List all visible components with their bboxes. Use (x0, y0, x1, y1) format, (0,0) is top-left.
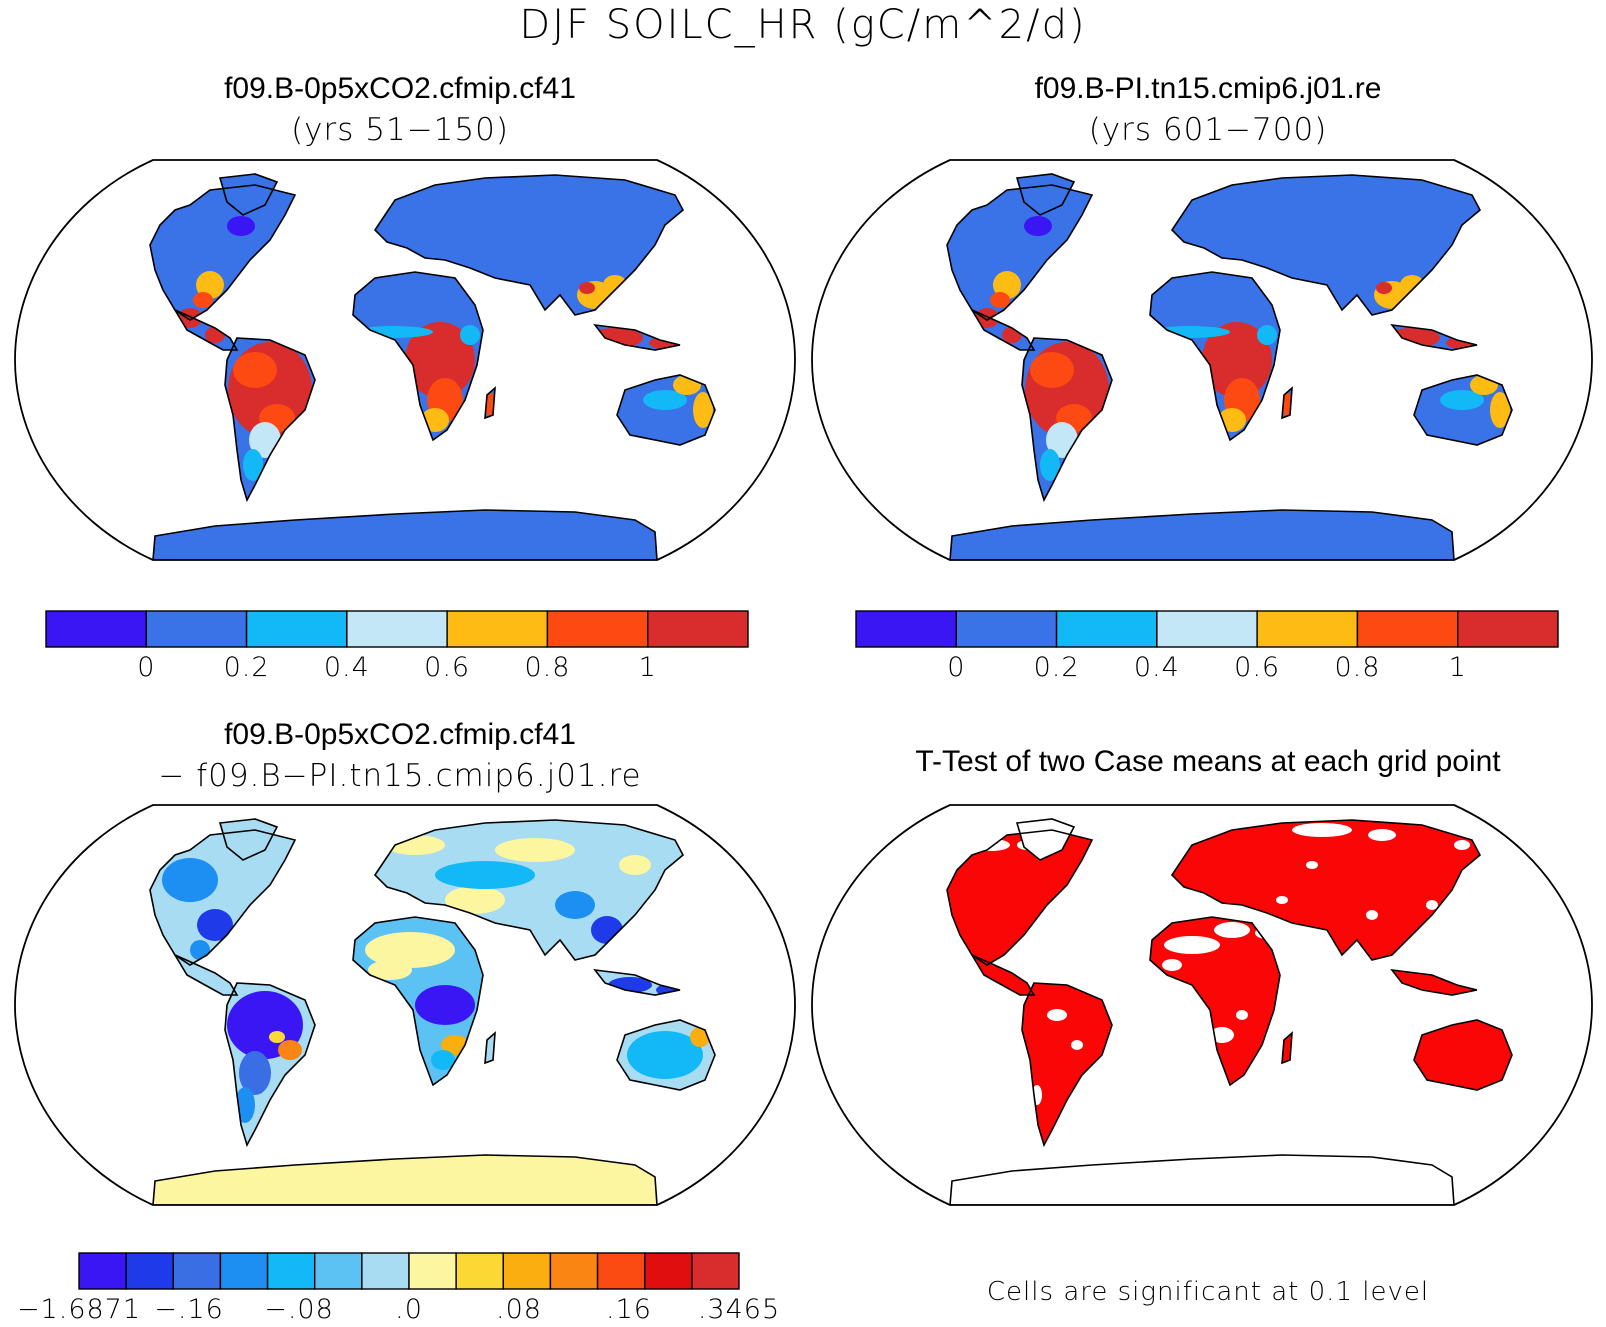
panel1-title: f09.B-0p5xCO2.cfmip.cf41 (224, 72, 576, 105)
colorbar-tick-label: 0.8 (524, 652, 570, 683)
colorbar-bin (245, 610, 348, 648)
colorbar-case1: 0 0.2 0.4 0.6 0.8 1 (45, 610, 749, 683)
figure-title: DJF SOILC_HR (gC/m^2/d) (519, 2, 1087, 48)
map-case1 (14, 159, 796, 561)
colorbar-bin (691, 1252, 740, 1290)
colorbar-bin (266, 1252, 316, 1290)
panel3-subtitle: − f09.B−PI.tn15.cmip6.j01.re (158, 758, 642, 794)
colorbar-bin (172, 1252, 222, 1290)
colorbar-tick-label: 0.6 (424, 652, 470, 683)
colorbar-tick-label: 1 (1449, 652, 1467, 683)
colorbar-tick-label: 1 (639, 652, 657, 683)
panel2-title: f09.B-PI.tn15.cmip6.j01.re (1034, 72, 1382, 105)
colorbar-tick-label: 0.4 (1134, 652, 1180, 683)
colorbar-tick-label: −.16 (154, 1294, 224, 1325)
panel4-title: T-Test of two Case means at each grid po… (915, 745, 1501, 778)
colorbar-tick-label: 0.2 (1034, 652, 1080, 683)
colorbar-tick-label: 0 (947, 652, 965, 683)
colorbar-tick-label: .0 (395, 1294, 423, 1325)
panel2-subtitle: (yrs 601−700) (1088, 112, 1328, 148)
colorbar-case2: 0 0.2 0.4 0.6 0.8 1 (855, 610, 1559, 683)
colorbar-bin (1356, 610, 1459, 648)
map-case2 (811, 159, 1593, 561)
colorbar-tick-label: 0.4 (324, 652, 370, 683)
colorbar-tick-label: −1.6871 (17, 1294, 141, 1325)
colorbar-bin (1055, 610, 1158, 648)
colorbar-bin (455, 1252, 504, 1290)
colorbar-bin (546, 610, 649, 648)
colorbar-bin (502, 1252, 552, 1290)
colorbar-tick-label: 0.6 (1234, 652, 1280, 683)
colorbar-bin (1457, 610, 1559, 648)
colorbar-tick-label: .3465 (698, 1294, 780, 1325)
colorbar-bin (145, 610, 248, 648)
colorbar-bin (78, 1252, 127, 1290)
colorbar-tick-label: .16 (606, 1294, 652, 1325)
colorbar-bin (446, 610, 549, 648)
colorbar-bin (361, 1252, 410, 1290)
colorbar-bin (314, 1252, 363, 1290)
colorbar-bin (125, 1252, 174, 1290)
colorbar-bin (855, 610, 957, 648)
colorbar-tick-label: .08 (496, 1294, 542, 1325)
colorbar-difference: −1.6871 −.16 −.08 .0 .08 .16 .3465 (17, 1252, 780, 1325)
panel3-title: f09.B-0p5xCO2.cfmip.cf41 (224, 718, 576, 751)
significance-footnote: Cells are significant at 0.1 level (986, 1277, 1430, 1307)
colorbar-bin (1156, 610, 1258, 648)
colorbar-bin (219, 1252, 269, 1290)
colorbar-tick-label: 0.2 (224, 652, 270, 683)
colorbar-tick-label: 0.8 (1334, 652, 1380, 683)
map-difference (14, 804, 796, 1206)
colorbar-bin (45, 610, 147, 648)
colorbar-bin (346, 610, 448, 648)
colorbar-bin (408, 1252, 457, 1290)
colorbar-bin (549, 1252, 599, 1290)
panel1-subtitle: (yrs 51−150) (291, 112, 509, 148)
colorbar-bin (644, 1252, 693, 1290)
colorbar-tick-label: −.08 (264, 1294, 334, 1325)
colorbar-bin (596, 1252, 646, 1290)
colorbar-bin (647, 610, 749, 648)
colorbar-bin (955, 610, 1058, 648)
map-ttest (811, 804, 1593, 1206)
colorbar-tick-label: 0 (137, 652, 155, 683)
colorbar-bin (1256, 610, 1359, 648)
